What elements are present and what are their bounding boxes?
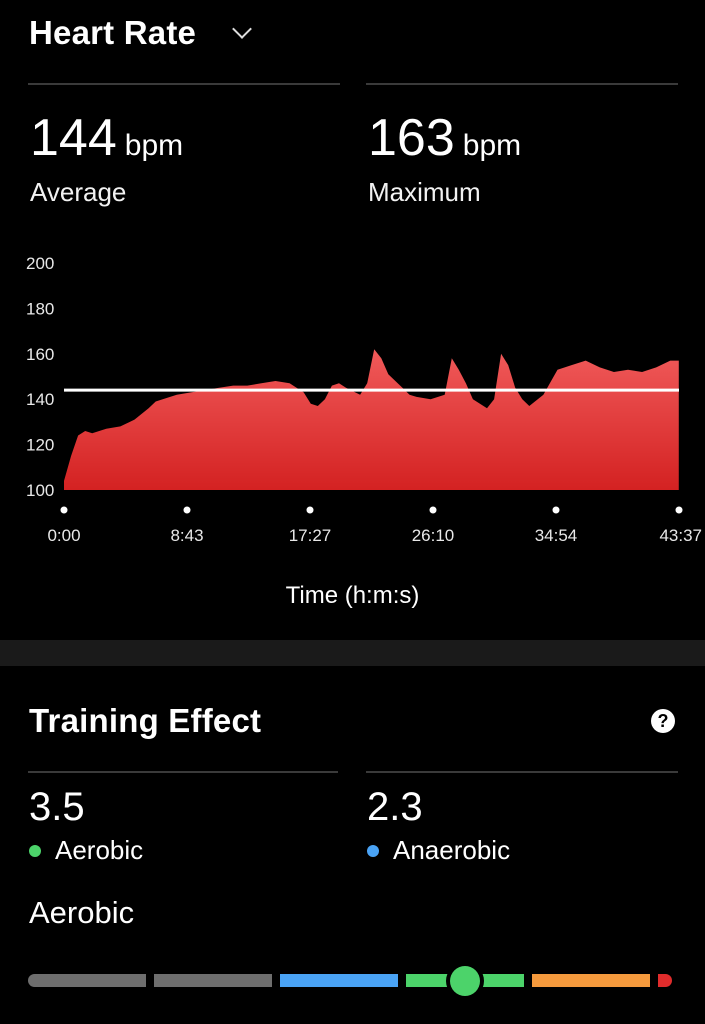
training-effect-title: Training Effect <box>29 702 262 739</box>
te-divider-right <box>366 771 678 773</box>
x-tick-label: 34:54 <box>535 526 578 545</box>
chevron-down-icon[interactable] <box>232 19 252 39</box>
scale-segment <box>280 974 398 987</box>
scale-segment <box>658 974 672 987</box>
x-tick-dot <box>183 506 191 514</box>
aerobic-scale <box>28 966 678 996</box>
average-value: 144 <box>30 109 117 167</box>
y-tick-label: 120 <box>26 436 54 455</box>
x-tick-dot <box>60 506 68 514</box>
maximum-value: 163 <box>368 109 455 167</box>
scale-segment <box>532 974 650 987</box>
y-tick-label: 140 <box>26 390 54 409</box>
average-unit: bpm <box>124 129 184 162</box>
aerobic-scale-title: Aerobic <box>29 895 135 930</box>
x-tick-label: 26:10 <box>412 526 455 545</box>
x-tick-dot <box>429 506 437 514</box>
maximum-stat: 163 bpm <box>368 108 521 168</box>
heart-rate-title: Heart Rate <box>29 14 197 51</box>
x-tick-dot <box>675 506 683 514</box>
anaerobic-label-row: Anaerobic <box>367 835 510 866</box>
scale-marker <box>450 966 480 996</box>
x-tick-label: 8:43 <box>170 526 203 545</box>
anaerobic-dot <box>367 844 379 857</box>
section-separator <box>0 640 705 666</box>
average-label: Average <box>30 177 127 207</box>
scale-segment <box>154 974 272 987</box>
anaerobic-label: Anaerobic <box>393 835 511 865</box>
heart-rate-area <box>64 349 679 490</box>
x-tick-label: 0:00 <box>47 526 80 545</box>
aerobic-value: 3.5 <box>29 785 85 829</box>
scale-segment <box>28 974 146 987</box>
te-divider-left <box>28 771 338 773</box>
divider-left <box>28 83 340 85</box>
divider-right <box>366 83 678 85</box>
maximum-unit: bpm <box>462 129 522 162</box>
aerobic-dot <box>29 844 41 857</box>
x-tick-dot <box>552 506 560 514</box>
y-tick-label: 100 <box>26 481 54 500</box>
aerobic-label: Aerobic <box>55 835 144 865</box>
y-tick-label: 180 <box>26 299 54 318</box>
x-tick-label: 43:37 <box>659 526 702 545</box>
maximum-label: Maximum <box>368 177 481 207</box>
x-axis-label: Time (h:m:s) <box>285 582 420 609</box>
help-icon[interactable]: ? <box>651 709 675 733</box>
y-tick-label: 200 <box>26 254 54 273</box>
x-tick-dot <box>306 506 314 514</box>
average-stat: 144 bpm <box>30 108 183 168</box>
anaerobic-value: 2.3 <box>367 785 423 829</box>
heart-rate-chart: 100 120 140 160 180 200 0:00 8:43 17:27 26:10 34:… <box>26 254 702 545</box>
aerobic-label-row: Aerobic <box>29 835 143 866</box>
y-tick-label: 160 <box>26 345 54 364</box>
x-tick-label: 17:27 <box>289 526 332 545</box>
